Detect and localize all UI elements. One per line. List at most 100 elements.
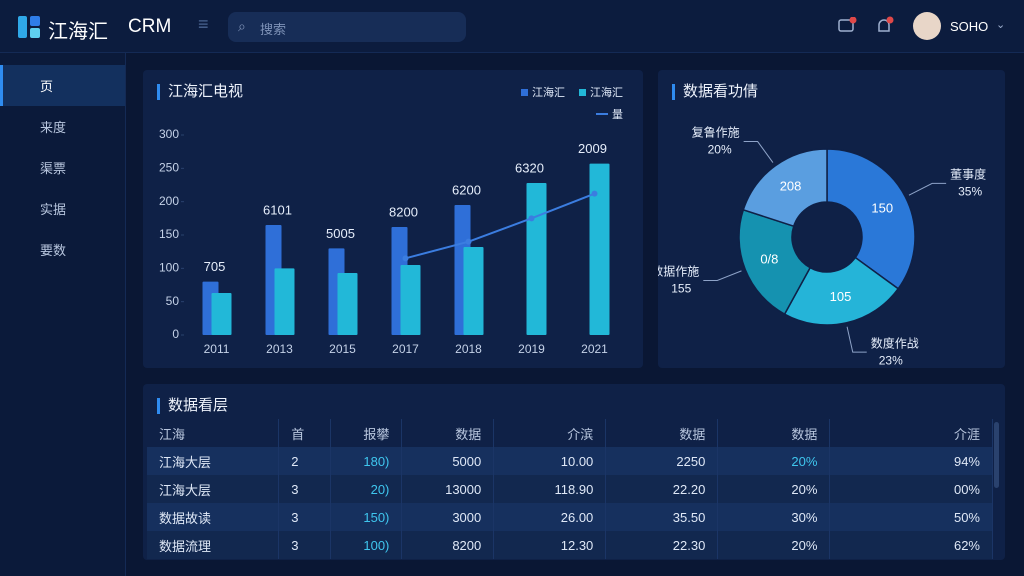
avatar[interactable] xyxy=(913,12,941,40)
table-cell: 94% xyxy=(829,447,993,475)
y-tick-label: 250 xyxy=(159,161,179,175)
menu-item[interactable]: 页 xyxy=(0,65,125,106)
menu-item[interactable]: 实据 xyxy=(40,202,67,217)
bar xyxy=(274,268,295,335)
bar xyxy=(526,183,547,335)
table-cell: 5000 xyxy=(401,447,495,475)
slice-value: 105 xyxy=(830,289,852,304)
legend-item: 量 xyxy=(596,106,623,122)
table-row: 江海首报攀 数据 介滨 数据 数据 介涯 xyxy=(147,419,993,447)
slice-name: 数据作施 xyxy=(658,264,699,279)
slice-label: 35% xyxy=(958,185,982,199)
line xyxy=(405,192,595,260)
table-cell: 数据 xyxy=(605,419,719,447)
table-cell: 10.00 xyxy=(493,447,607,475)
user-name[interactable]: SOHO xyxy=(950,19,989,34)
header: 江海汇 CRM ≡ ⌕ 搜索 SOHO ⌄ xyxy=(0,0,1024,53)
user-caret[interactable]: ⌄ xyxy=(996,19,1006,31)
y-tick-label: 300 xyxy=(159,127,179,141)
table-cell: 150) xyxy=(330,503,403,531)
bar xyxy=(211,293,232,335)
x-tick-label: 2013 xyxy=(266,342,293,356)
table-cell: 12.30 xyxy=(493,531,607,559)
pie-chart: 150 董事度 35% 105 数度作战 23% 0/8 数据作施 155 208 复鲁作施 20% xyxy=(658,126,986,368)
table-cell: 20% xyxy=(717,475,831,503)
table-cell: 13000 xyxy=(401,475,495,503)
table-cell: 数据故读 xyxy=(147,503,280,531)
legend-item: 江海汇 xyxy=(579,84,623,100)
slice-value: 208 xyxy=(780,178,802,193)
slice-label: 155 xyxy=(671,282,691,296)
table-cell: 江海大层 xyxy=(147,475,280,503)
menu-item[interactable]: 要数 xyxy=(40,243,67,258)
search-box[interactable]: ⌕ 搜索 xyxy=(228,12,466,42)
slice-name: 复鲁作施 xyxy=(692,126,740,140)
y-tick-label: 0 xyxy=(172,327,179,341)
table-cell: 20% xyxy=(717,447,831,475)
slice-label: 23% xyxy=(879,353,903,367)
y-tick-label: 50 xyxy=(166,294,180,308)
sidebar: 页来度渠票实据要数 xyxy=(0,53,126,576)
table-cell: 3 xyxy=(278,531,331,559)
table-cell: 数据流理 xyxy=(147,531,280,559)
table-cell: 22.30 xyxy=(605,531,719,559)
table-cell: 20) xyxy=(330,475,403,503)
legend-swatch xyxy=(521,89,528,96)
menu-item[interactable]: 渠票 xyxy=(40,161,67,176)
bar xyxy=(337,273,358,335)
data-table: 江海首报攀 数据 介滨 数据 数据 介涯 江海大层 2 180) 5000 10.00 2250 20%… xyxy=(147,419,993,559)
annotation: 6101 xyxy=(263,202,292,217)
table-cell: 180) xyxy=(330,447,403,475)
search-placeholder: 搜索 xyxy=(260,22,287,37)
table-cell: 3 xyxy=(278,503,331,531)
bar xyxy=(463,247,484,335)
annotation: 8200 xyxy=(389,204,418,219)
table-cell: 数据 xyxy=(401,419,495,447)
panel-title: 数据看功倩 xyxy=(672,84,758,100)
leader-line xyxy=(846,326,867,353)
logo-icon xyxy=(18,16,40,38)
annotation: 6320 xyxy=(515,160,544,175)
table-cell: 20% xyxy=(717,531,831,559)
table-cell: 首 xyxy=(278,419,331,447)
legend-swatch xyxy=(596,113,608,115)
bar-panel: 江海汇电视 江海汇 江海汇量 0 50 100 150 200 250 300 2011 705 2… xyxy=(143,70,643,368)
slice-label: 20% xyxy=(708,143,732,157)
bar xyxy=(400,265,421,335)
scrollbar[interactable] xyxy=(994,422,999,488)
table-cell: 50% xyxy=(829,503,993,531)
annotation: 2009 xyxy=(578,141,607,156)
point xyxy=(591,190,598,197)
table-cell: 江海大层 xyxy=(147,447,280,475)
panel-title: 江海汇电视 xyxy=(157,84,243,100)
bell-icon[interactable] xyxy=(875,16,895,36)
bar-chart: 0 50 100 150 200 250 300 2011 705 2013 6101 2015 500… xyxy=(159,127,610,356)
pie-panel: 数据看功倩 150 董事度 35% 105 数度作战 23% 0/8 数据作施 155 208 复鲁… xyxy=(658,70,1005,368)
menu-icon[interactable]: ≡ xyxy=(198,14,209,34)
legend-swatch xyxy=(579,89,586,96)
point xyxy=(465,238,472,245)
table-cell: 35.50 xyxy=(605,503,719,531)
leader-line xyxy=(703,270,742,281)
table-cell: 00% xyxy=(829,475,993,503)
table-cell: 118.90 xyxy=(493,475,607,503)
message-icon[interactable] xyxy=(837,17,857,37)
table-cell: 数据 xyxy=(717,419,831,447)
menu-item[interactable]: 来度 xyxy=(40,120,67,135)
table-cell: 江海 xyxy=(147,419,280,447)
table-cell: 3 xyxy=(278,475,331,503)
table-cell: 介涯 xyxy=(829,419,993,447)
leader-line xyxy=(743,141,774,163)
search-icon: ⌕ xyxy=(238,18,246,34)
table-row: 江海大层 3 20) 13000 118.90 22.20 20% 00% xyxy=(147,475,993,503)
annotation: 5005 xyxy=(326,226,355,241)
legend-label: 量 xyxy=(612,109,623,121)
pie-slice xyxy=(826,148,916,290)
slice-value: 0/8 xyxy=(760,251,778,266)
table-cell: 2250 xyxy=(605,447,719,475)
leader-line xyxy=(908,182,947,196)
table-cell: 62% xyxy=(829,531,993,559)
product: CRM xyxy=(128,16,172,37)
x-tick-label: 2021 xyxy=(581,342,608,356)
